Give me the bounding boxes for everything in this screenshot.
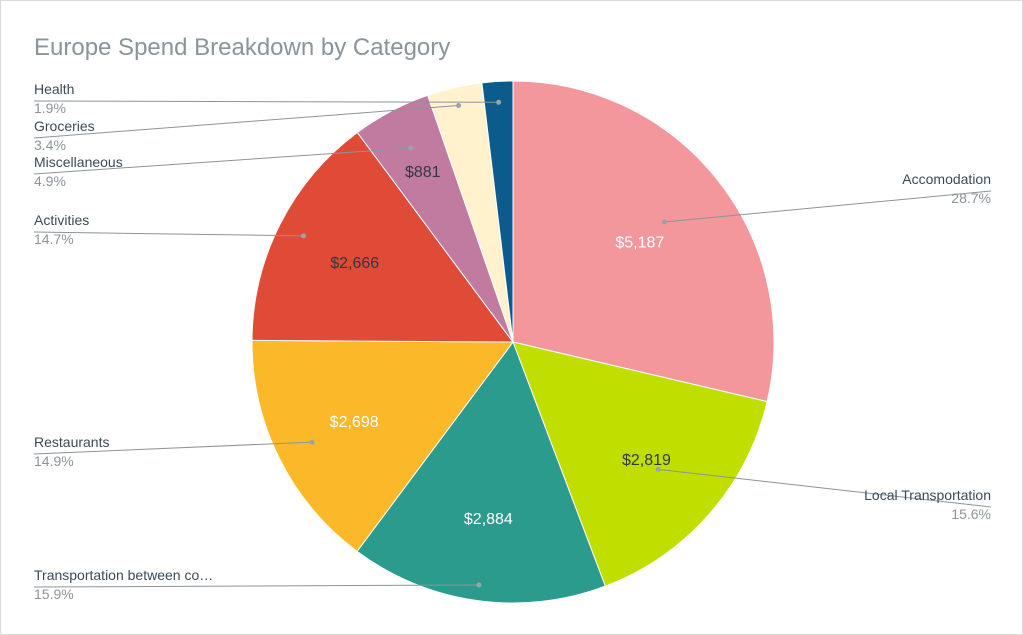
pie-slice-accomodation[interactable] [512, 80, 775, 403]
leader-dot [476, 582, 482, 588]
leader-dot [309, 439, 315, 445]
outer-labels: Accomodation 28.7% Local Transportation 15.… [34, 81, 991, 602]
leader-line [33, 231, 304, 237]
percent-label: 15.9% [34, 586, 74, 602]
leader-line [658, 468, 992, 508]
percent-label: 4.9% [34, 173, 66, 189]
category-label: Transportation between co… [34, 567, 213, 583]
slice-value-label: $2,884 [464, 511, 513, 528]
leader-dot [655, 466, 661, 472]
category-label: Local Transportation [864, 487, 991, 503]
category-label: Miscellaneous [34, 154, 123, 170]
leader-line [33, 104, 459, 139]
category-label: Restaurants [34, 434, 109, 450]
category-label: Accomodation [902, 171, 991, 187]
pie-slice-transportation-between-co[interactable] [356, 340, 606, 604]
percent-label: 14.7% [34, 231, 74, 247]
pie-slice-local-transportation[interactable] [512, 341, 768, 587]
slice-value-label: $5,187 [615, 234, 664, 251]
leader-dot [661, 219, 667, 225]
leader-line [33, 147, 411, 175]
percent-label: 3.4% [34, 137, 66, 153]
pie-slices [251, 80, 775, 604]
category-label: Activities [34, 212, 89, 228]
category-label: Groceries [34, 118, 95, 134]
leader-line [33, 584, 479, 588]
pie-slice-health[interactable] [481, 80, 514, 343]
slice-value-label: $881 [405, 164, 441, 181]
slice-value-label: $2,666 [330, 255, 379, 272]
percent-label: 1.9% [34, 100, 66, 116]
chart-title: Europe Spend Breakdown by Category [34, 34, 450, 61]
pie-slice-activities[interactable] [251, 131, 514, 343]
leader-line [33, 441, 313, 455]
slice-value-labels: $5,187 $2,819 $2,884 $2,698 $2,666 $881 [330, 164, 671, 528]
slice-value-label: $2,819 [622, 452, 671, 469]
leader-lines [33, 99, 992, 588]
leader-dot [408, 145, 414, 151]
pie-slice-restaurants[interactable] [251, 339, 514, 553]
category-label: Health [34, 81, 74, 97]
leader-dot [456, 102, 462, 108]
leader-dot [300, 233, 306, 239]
leader-line [664, 190, 992, 223]
leader-dot [496, 99, 502, 105]
leader-line [33, 100, 499, 103]
percent-label: 28.7% [951, 190, 991, 206]
percent-label: 15.6% [951, 506, 991, 522]
slice-value-label: $2,698 [330, 414, 379, 431]
percent-label: 14.9% [34, 453, 74, 469]
